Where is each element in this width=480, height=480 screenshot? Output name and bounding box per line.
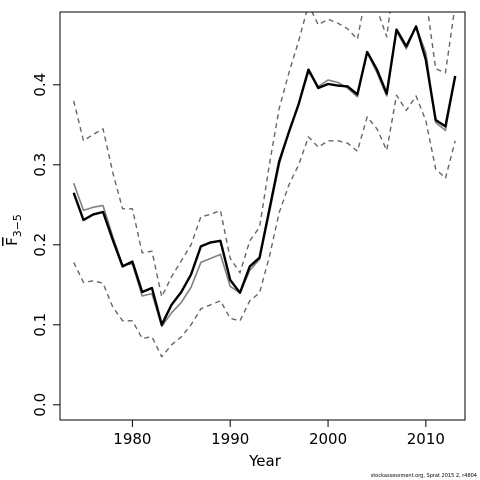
y-axis-label-main: F — [3, 237, 21, 246]
x-tick-label: 2010 — [407, 430, 445, 448]
plot-frame — [59, 11, 466, 421]
x-tick-label: 2000 — [309, 430, 347, 448]
x-tick-label: 1980 — [113, 430, 151, 448]
y-tick-label: 0.2 — [31, 233, 49, 257]
y-tick-label: 0.3 — [31, 153, 49, 177]
series-line — [72, 25, 457, 326]
y-axis-label-subscript: 3−5 — [11, 214, 24, 237]
y-axis-label: F3−5 — [3, 214, 24, 246]
y-tick-label: 0.0 — [31, 393, 49, 417]
y-tick-label: 0.4 — [31, 73, 49, 97]
plot-area — [72, 12, 457, 358]
series-line — [73, 12, 455, 298]
caption: stockassessment.org, Sprat 2015 2, r4804 — [371, 473, 477, 479]
x-tick-label: 1990 — [211, 430, 249, 448]
series-line — [73, 94, 456, 358]
x-axis-label: Year — [248, 452, 282, 470]
y-tick-label: 0.1 — [31, 313, 49, 337]
